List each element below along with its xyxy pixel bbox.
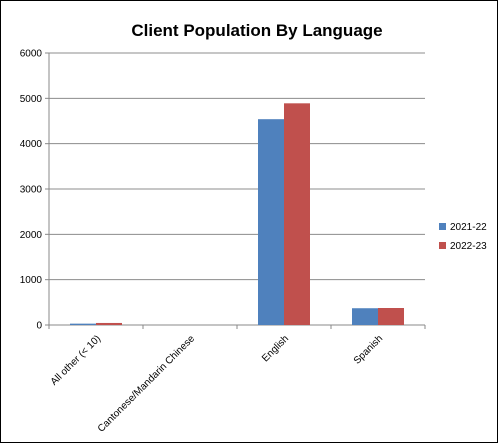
bar-2022-23-3 xyxy=(378,308,404,325)
x-tick-label: All other (< 10) xyxy=(49,333,103,387)
y-tick-label: 5000 xyxy=(20,94,43,105)
legend-label: 2022-23 xyxy=(450,241,487,252)
y-tick-label: 1000 xyxy=(20,275,43,286)
y-tick-label: 4000 xyxy=(20,139,43,150)
y-tick-label: 3000 xyxy=(20,185,43,196)
legend-swatch xyxy=(439,223,446,230)
x-tick-labels: All other (< 10)Cantonese/Mandarin Chine… xyxy=(49,333,385,435)
bars xyxy=(70,103,404,325)
gridlines xyxy=(45,52,426,329)
legend-swatch xyxy=(439,242,446,249)
bar-2021-22-3 xyxy=(352,308,378,325)
x-tick-label: Spanish xyxy=(352,333,385,366)
bar-2022-23-2 xyxy=(284,103,310,325)
bar-2021-22-2 xyxy=(258,119,284,325)
y-tick-label: 2000 xyxy=(20,230,43,241)
x-tick-label: Cantonese/Mandarin Chinese xyxy=(96,333,198,435)
x-tick-label: English xyxy=(260,333,291,364)
y-tick-label: 0 xyxy=(36,321,42,332)
bar-2021-22-0 xyxy=(70,323,96,325)
y-tick-label: 6000 xyxy=(20,49,43,60)
bar-2022-23-0 xyxy=(96,322,122,325)
legend-label: 2021-22 xyxy=(450,222,487,233)
chart-title: Client Population By Language xyxy=(131,21,382,40)
y-tick-labels: 0 1000 2000 3000 4000 5000 6000 xyxy=(20,49,43,332)
legend: 2021-22 2022-23 xyxy=(439,222,487,252)
